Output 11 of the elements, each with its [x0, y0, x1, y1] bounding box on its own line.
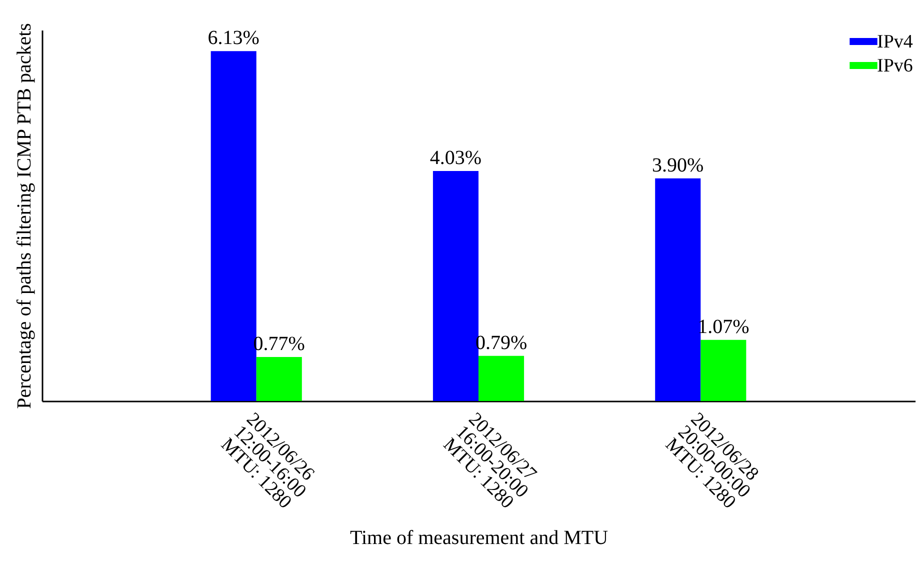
bar [700, 340, 746, 401]
legend-label: IPv6 [877, 56, 913, 76]
bar [478, 356, 524, 401]
bar [655, 178, 701, 401]
data-label: 4.03% [430, 146, 482, 169]
data-label: 3.90% [652, 154, 704, 176]
x-axis-title: Time of measurement and MTU [350, 527, 609, 550]
bar [256, 357, 302, 401]
y-axis-title: Percentage of paths filtering ICMP PTB packets [14, 22, 36, 409]
legend-label: IPv4 [877, 32, 914, 52]
data-label: 6.13% [208, 27, 260, 50]
